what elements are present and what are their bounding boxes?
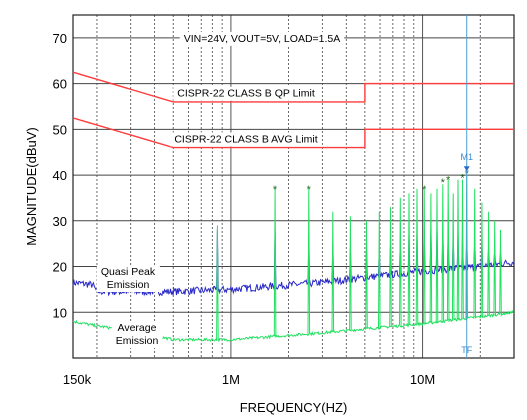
quasi-peak-annotation-line1: Quasi Peak <box>101 266 156 278</box>
y-tick-label: 50 <box>53 122 67 137</box>
quasi-peak-annotation-line2: Emission <box>107 279 150 291</box>
x-tick-label: 150k <box>63 372 92 387</box>
x-tick-label: 1M <box>222 372 240 387</box>
avg-limit-label: CISPR-22 CLASS B AVG Limit <box>174 133 317 145</box>
qp-limit-line <box>72 71 514 103</box>
y-tick-label: 70 <box>53 31 67 46</box>
average-annotation-line2: Emission <box>116 335 159 347</box>
qp-limit-label: CISPR-22 CLASS B QP Limit <box>177 88 315 100</box>
peak-marker: * <box>441 177 446 189</box>
y-tick-label: 20 <box>53 260 67 275</box>
y-axis-label: MAGNITUDE(dBuV) <box>24 127 39 245</box>
y-tick-label: 30 <box>53 214 67 229</box>
y-tick-label: 10 <box>53 305 67 320</box>
reference-line-label: TF <box>461 345 472 355</box>
chart-title-background <box>179 31 345 46</box>
y-tick-label: 60 <box>53 77 67 92</box>
avg-limit-line <box>72 117 514 149</box>
plot-frame <box>72 14 515 359</box>
peak-marker: * <box>307 184 312 196</box>
marker-arrow-icon <box>463 166 470 172</box>
peak-marker: * <box>446 175 451 187</box>
average-annotation-background <box>111 321 163 348</box>
axis-ticks: 10 20 30 40 50 60 70 150k 1M 10M FREQUENCY(HZ) MAGN… <box>24 31 435 415</box>
limit-lines <box>72 71 514 149</box>
avg-limit-label-background <box>170 132 322 147</box>
peak-marker: * <box>273 184 278 196</box>
peak-marker: * <box>422 184 427 196</box>
chart-text: VIN=24V, VOUT=5V, LOAD=1.5A CISPR-22 CLAS… <box>96 31 345 348</box>
x-axis-label: FREQUENCY(HZ) <box>240 400 348 415</box>
peak-marker: * <box>460 172 465 184</box>
chart-title: VIN=24V, VOUT=5V, LOAD=1.5A <box>184 33 341 45</box>
y-tick-label: 40 <box>53 168 67 183</box>
qp-limit-label-background <box>173 86 319 101</box>
quasi-peak-annotation-background <box>96 265 160 292</box>
marker-label: M1 <box>460 152 473 162</box>
average-annotation-line1: Average <box>118 322 157 334</box>
x-tick-label: 10M <box>410 372 435 387</box>
